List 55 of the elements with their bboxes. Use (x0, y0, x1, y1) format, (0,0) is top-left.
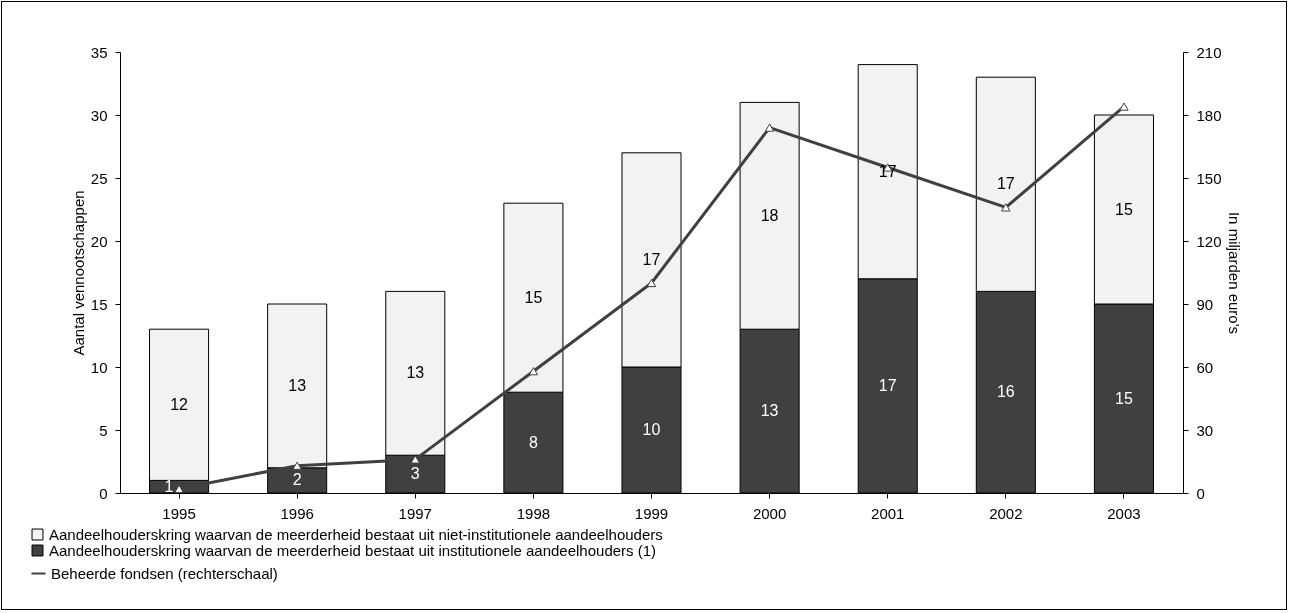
point (410, 455, 420, 464)
point (528, 367, 539, 376)
y-tick-label: 25 (90, 169, 108, 187)
data-label: 17 (996, 175, 1015, 193)
y-tick-label: 0 (99, 484, 108, 502)
x-tick-label: 1998 (516, 504, 551, 522)
y2-tick-label: 120 (1196, 232, 1222, 250)
y2-tick-label: 60 (1196, 358, 1214, 376)
x-tick-label: 1995 (162, 504, 196, 522)
data-label: 17 (878, 376, 897, 394)
data-label: 3 (410, 465, 420, 483)
x-tick-label: 2000 (752, 504, 787, 522)
data-label: 15 (524, 288, 543, 306)
data-label: 2 (292, 471, 302, 489)
x-tick-label: 2003 (1107, 504, 1141, 522)
point (292, 461, 302, 470)
data-label: 10 (642, 421, 661, 438)
data-label: 1 (164, 477, 174, 495)
data-label: 17 (878, 162, 897, 180)
point (646, 278, 657, 288)
legend-label: Beheerde fondsen (rechterschaal) (51, 564, 278, 582)
data-label: 12 (170, 395, 189, 413)
point (1119, 102, 1129, 111)
y-tick-label: 15 (90, 295, 108, 313)
data-label: 13 (288, 376, 307, 394)
y2-tick-label: 210 (1196, 43, 1222, 61)
data-label: 17 (642, 250, 661, 268)
y2-axis-title: In miljarden euro's (1225, 211, 1243, 335)
y2-tick-label: 150 (1196, 169, 1222, 187)
legend-label: Aandeelhouderskring waarvan de meerderheid bestaat uit niet-institutionele aandeelhouders (49, 525, 663, 543)
y-tick-label: 20 (90, 232, 108, 250)
data-label: 18 (760, 206, 779, 224)
data-label: 16 (996, 383, 1015, 401)
y2-tick-label: 180 (1196, 106, 1222, 124)
x-tick-label: 1997 (398, 504, 432, 522)
data-label: 15 (1115, 200, 1133, 218)
data-label: 8 (528, 433, 538, 451)
point (174, 484, 184, 493)
y2-tick-label: 0 (1196, 484, 1205, 502)
y2-tick-label: 30 (1196, 421, 1214, 439)
data-label: 13 (406, 364, 425, 382)
x-tick-label: 1996 (280, 504, 314, 522)
y2-tick-label: 90 (1196, 295, 1214, 313)
y-tick-label: 10 (90, 358, 108, 376)
point (1001, 203, 1011, 212)
x-tick-label: 1999 (634, 504, 669, 522)
point (764, 123, 775, 132)
x-tick-label: 2002 (989, 504, 1023, 522)
y-tick-label: 35 (90, 43, 108, 61)
y-tick-label: 30 (90, 106, 108, 124)
y-axis-title: Aantal vennootschappen (69, 190, 87, 356)
data-label: 15 (1115, 389, 1133, 407)
x-tick-label: 2001 (871, 504, 905, 522)
data-label: 13 (760, 402, 779, 420)
y-tick-label: 5 (99, 421, 108, 439)
